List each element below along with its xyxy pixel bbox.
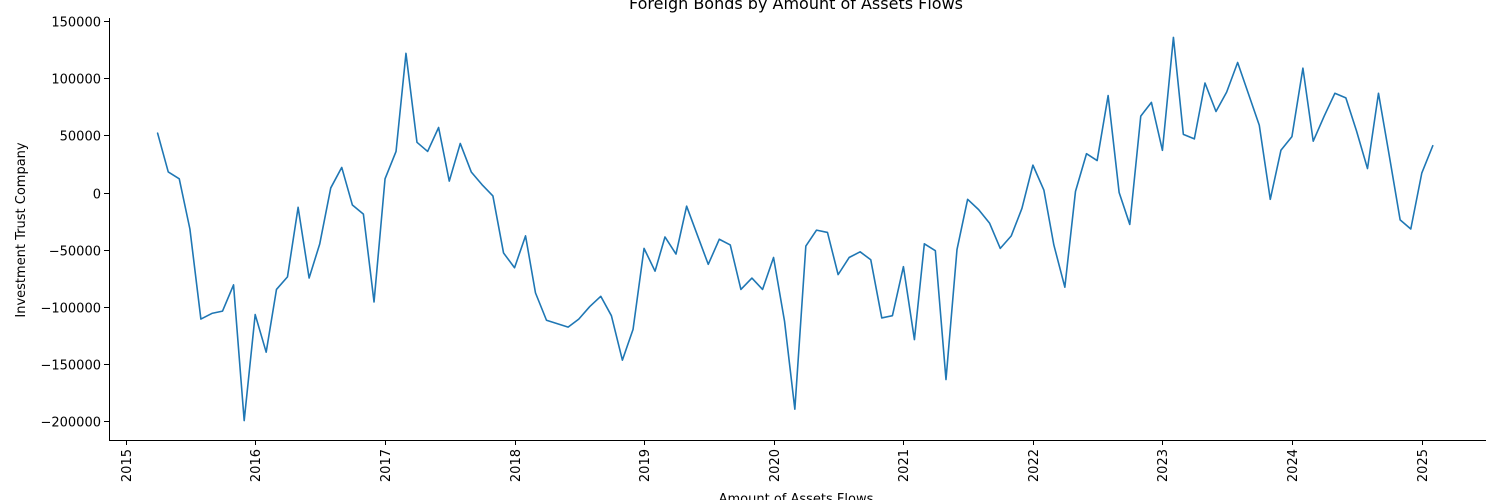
- x-tick-label: 2023: [1156, 449, 1171, 482]
- x-tick-label: 2015: [120, 449, 135, 482]
- y-axis: 150000 100000 50000 0 −50000 −100000 −150000 −2…: [40, 16, 109, 431]
- x-tick-label: 2024: [1286, 449, 1301, 482]
- y-tick-label: −200000: [40, 416, 101, 431]
- x-tick-label: 2017: [379, 449, 394, 482]
- x-tick-label: 2022: [1027, 449, 1042, 482]
- y-tick-label: −50000: [49, 245, 101, 260]
- x-tick-label: 2019: [638, 449, 653, 482]
- y-tick-label: 150000: [51, 16, 101, 31]
- y-tick-label: 100000: [51, 73, 101, 88]
- x-tick-label: 2020: [768, 449, 783, 482]
- y-tick-label: −150000: [40, 359, 101, 374]
- x-tick-label: 2025: [1416, 449, 1431, 482]
- plot-area: [156, 36, 1434, 422]
- x-tick-label: 2021: [897, 449, 912, 482]
- y-tick-label: 50000: [60, 130, 101, 145]
- x-axis: 2015 2016 2017 2018 2019 2020 2021 2022 2023 2024…: [120, 440, 1431, 482]
- y-axis-label: Investment Trust Company: [14, 142, 29, 318]
- x-axis-label: Amount of Assets Flows: [719, 492, 874, 500]
- y-tick-label: −100000: [40, 302, 101, 317]
- x-tick-label: 2016: [249, 449, 264, 482]
- series-line: [156, 36, 1434, 422]
- x-tick-label: 2018: [509, 449, 524, 482]
- y-tick-label: 0: [93, 188, 101, 203]
- chart-title: Foreign Bonds by Amount of Assets Flows: [629, 0, 963, 13]
